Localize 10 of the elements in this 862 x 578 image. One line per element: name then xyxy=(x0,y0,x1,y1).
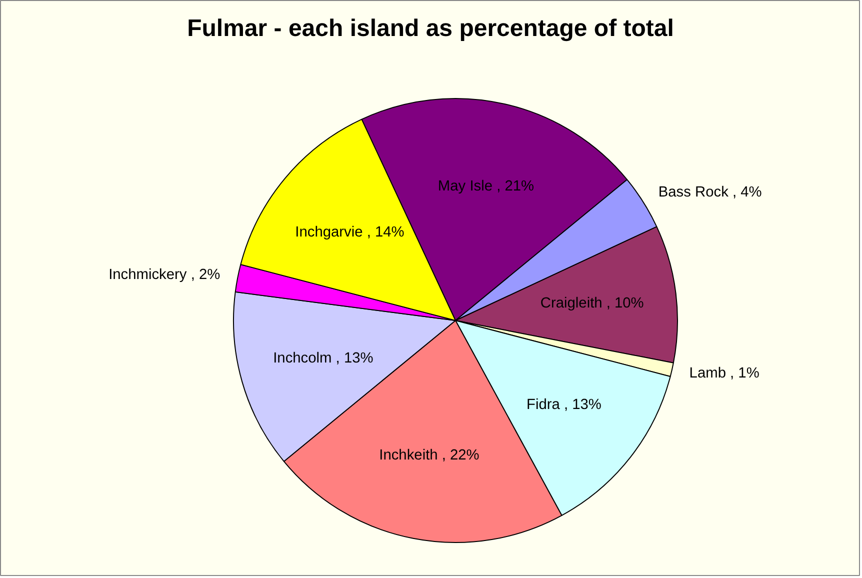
slice-label: Fidra , 13% xyxy=(526,397,602,414)
slice-label: Craigleith , 10% xyxy=(540,296,644,312)
chart-title: Fulmar - each island as percentage of total xyxy=(187,15,674,42)
slice-label: Inchcolm , 13% xyxy=(273,350,374,366)
slice-label: Inchgarvie , 14% xyxy=(295,224,404,240)
slice-label: Inchkeith , 22% xyxy=(379,448,480,464)
slice-label: Lamb , 1% xyxy=(689,366,760,382)
slice-label: May Isle , 21% xyxy=(438,178,534,194)
slice-label: Bass Rock , 4% xyxy=(658,184,762,201)
slice-label: Inchmickery , 2% xyxy=(108,266,220,283)
